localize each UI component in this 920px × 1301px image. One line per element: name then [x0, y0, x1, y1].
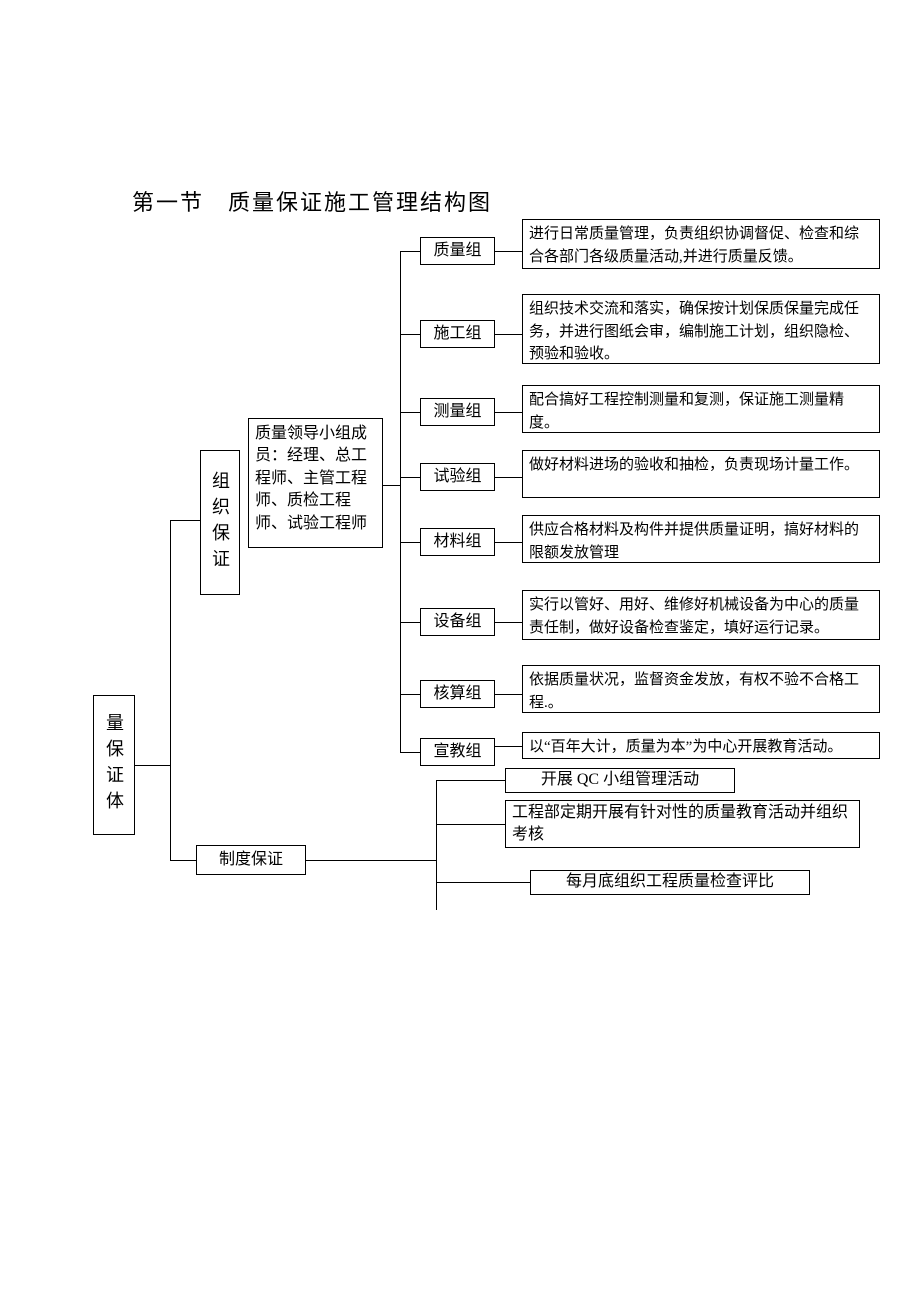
- desc-test: 做好材料进场的验收和抽检，负责现场计量工作。: [522, 450, 880, 498]
- group-material: 材料组: [420, 528, 495, 556]
- connector: [495, 412, 522, 413]
- members-box: 质量领导小组成员：经理、总工程师、主管工程师、质检工程师、试验工程师: [248, 418, 383, 548]
- connector: [383, 485, 400, 486]
- connector: [170, 520, 171, 860]
- connector: [495, 477, 522, 478]
- root-node: 量保证体: [93, 695, 135, 835]
- desc-quality: 进行日常质量管理，负责组织协调督促、检查和综合各部门各级质量活动,并进行质量反馈…: [522, 219, 880, 269]
- group-equipment: 设备组: [420, 608, 495, 636]
- branch-system: 制度保证: [196, 845, 306, 875]
- connector: [400, 752, 420, 753]
- connector: [170, 520, 200, 521]
- group-quality: 质量组: [420, 237, 495, 265]
- page-title: 第一节 质量保证施工管理结构图: [132, 185, 492, 217]
- desc-material: 供应合格材料及构件并提供质量证明，搞好材料的限额发放管理: [522, 515, 880, 563]
- sys-review: 每月底组织工程质量检查评比: [530, 870, 810, 895]
- connector: [436, 780, 505, 781]
- connector: [495, 746, 522, 747]
- desc-accounting: 依据质量状况，监督资金发放，有权不验不合格工程.。: [522, 665, 880, 713]
- connector: [170, 860, 196, 861]
- desc-survey: 配合搞好工程控制测量和复测，保证施工测量精度。: [522, 385, 880, 433]
- connector: [400, 412, 420, 413]
- group-education: 宣教组: [420, 738, 495, 766]
- connector: [495, 334, 522, 335]
- connector: [495, 542, 522, 543]
- sys-qc: 开展 QC 小组管理活动: [505, 768, 735, 793]
- group-test: 试验组: [420, 463, 495, 491]
- connector: [436, 882, 530, 883]
- group-survey: 测量组: [420, 398, 495, 426]
- connector: [306, 860, 436, 861]
- connector: [495, 622, 522, 623]
- group-accounting: 核算组: [420, 680, 495, 708]
- connector: [400, 477, 420, 478]
- desc-construction: 组织技术交流和落实，确保按计划保质保量完成任务，并进行图纸会审，编制施工计划，组…: [522, 294, 880, 364]
- connector: [400, 622, 420, 623]
- connector: [436, 780, 437, 910]
- group-construction: 施工组: [420, 320, 495, 348]
- desc-education: 以“百年大计，质量为本”为中心开展教育活动。: [522, 732, 880, 759]
- connector: [135, 765, 170, 766]
- connector: [400, 694, 420, 695]
- connector: [400, 542, 420, 543]
- connector: [400, 251, 401, 752]
- connector: [400, 334, 420, 335]
- sys-training: 工程部定期开展有针对性的质量教育活动并组织考核: [505, 800, 860, 848]
- connector: [495, 694, 522, 695]
- connector: [400, 251, 420, 252]
- connector: [495, 251, 522, 252]
- branch-org: 组织保证: [200, 450, 240, 595]
- desc-equipment: 实行以管好、用好、维修好机械设备为中心的质量责任制，做好设备检查鉴定，填好运行记…: [522, 590, 880, 640]
- connector: [436, 824, 505, 825]
